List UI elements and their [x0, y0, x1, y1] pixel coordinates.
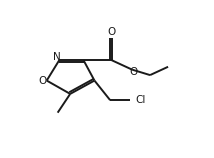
Text: O: O	[38, 76, 47, 86]
Text: N: N	[53, 52, 60, 62]
Text: Cl: Cl	[135, 95, 145, 105]
Text: O: O	[108, 27, 116, 37]
Text: O: O	[130, 67, 138, 77]
